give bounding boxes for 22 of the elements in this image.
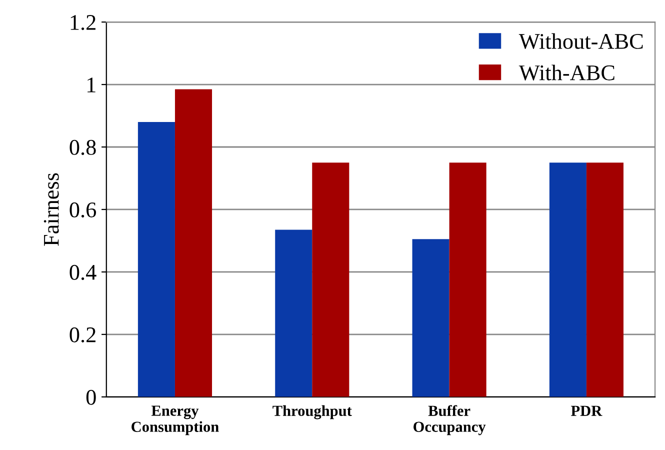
bar — [312, 162, 350, 397]
y-tick-label: 1 — [88, 78, 96, 92]
y-tick-label: 1.2 — [70, 15, 96, 30]
bar — [174, 89, 212, 397]
bar — [412, 239, 450, 397]
x-tick-label: Buffer Occupancy — [414, 405, 486, 436]
legend-label: With-ABC — [518, 64, 614, 80]
y-tick-label: 0 — [86, 390, 96, 405]
x-tick-label: Throughput — [272, 405, 352, 420]
y-axis-title: Fairness — [44, 173, 59, 246]
bar — [275, 230, 312, 397]
bar — [549, 162, 586, 397]
legend-label: Without-ABC — [518, 33, 643, 50]
x-tick-label: PDR — [571, 406, 602, 416]
y-tick-label: 0.8 — [70, 140, 96, 156]
y-tick-label: 0.4 — [70, 264, 96, 280]
bar — [138, 122, 175, 397]
x-tick-label: Energy Consumption — [132, 406, 219, 436]
bar — [586, 162, 624, 397]
y-tick-label: 0.6 — [70, 202, 96, 218]
bar — [449, 162, 486, 397]
y-tick-label: 0.2 — [70, 327, 96, 342]
